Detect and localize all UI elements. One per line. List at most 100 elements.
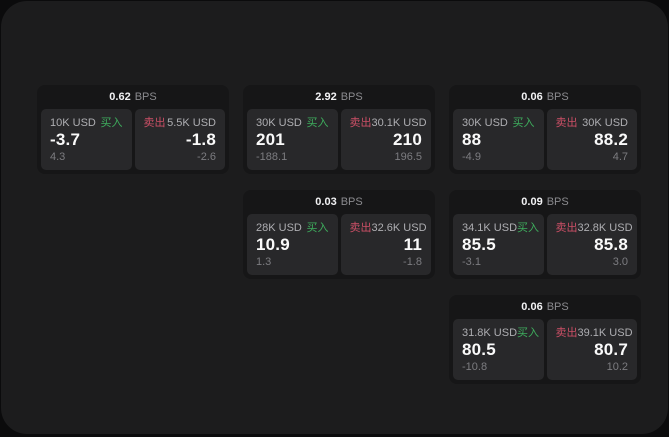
sell-amount: 32.6K USD <box>371 222 427 234</box>
buy-tile[interactable]: 34.1K USD 买入 85.5 -3.1 <box>453 214 544 275</box>
sell-secondary-value: 10.2 <box>606 361 628 373</box>
quote-card: 2.92 BPS 30K USD 买入 201 -188.1 卖出 30.1K … <box>243 85 435 174</box>
sell-tile[interactable]: 卖出 30K USD 88.2 4.7 <box>546 109 637 170</box>
card-header: 0.62 BPS <box>41 85 225 109</box>
buy-price: 10.9 <box>256 235 290 254</box>
sell-secondary-value: 196.5 <box>394 151 422 163</box>
buy-price: -3.7 <box>50 130 81 149</box>
sell-amount: 39.1K USD <box>577 327 633 339</box>
card-header: 0.03 BPS <box>247 190 431 214</box>
card-header: 0.06 BPS <box>453 85 637 109</box>
buy-tile-header: 30K USD 买入 <box>256 117 329 129</box>
sell-tile-header: 卖出 32.8K USD <box>556 222 633 234</box>
quote-tiles: 31.8K USD 买入 80.5 -10.8 卖出 39.1K USD 80.… <box>453 319 637 380</box>
sell-price: -1.8 <box>185 130 216 149</box>
buy-amount: 31.8K USD <box>462 327 518 339</box>
card-header: 2.92 BPS <box>247 85 431 109</box>
sell-amount: 30.1K USD <box>371 117 427 129</box>
sell-secondary-value: 4.7 <box>612 151 628 163</box>
buy-price: 88 <box>462 130 482 149</box>
buy-side-label: 买入 <box>306 222 329 234</box>
sell-amount: 30K USD <box>582 117 628 129</box>
bps-unit-label: BPS <box>546 196 569 208</box>
bps-value: 0.62 <box>109 91 131 103</box>
sell-price: 210 <box>393 130 422 149</box>
sell-price: 88.2 <box>594 130 628 149</box>
sell-tile[interactable]: 卖出 32.6K USD 11 -1.8 <box>340 214 431 275</box>
buy-tile[interactable]: 10K USD 买入 -3.7 4.3 <box>41 109 132 170</box>
sell-tile[interactable]: 卖出 39.1K USD 80.7 10.2 <box>546 319 637 380</box>
sell-tile-header: 卖出 39.1K USD <box>555 327 633 339</box>
buy-side-label: 买入 <box>100 117 123 129</box>
buy-side-label: 买入 <box>517 327 540 339</box>
buy-secondary-value: -3.1 <box>462 256 481 268</box>
quote-tiles: 28K USD 买入 10.9 1.3 卖出 32.6K USD 11 -1.8 <box>247 214 431 275</box>
buy-tile[interactable]: 30K USD 买入 201 -188.1 <box>247 109 338 170</box>
buy-tile[interactable]: 30K USD 买入 88 -4.9 <box>453 109 544 170</box>
sell-side-label: 卖出 <box>555 117 578 129</box>
bps-value: 0.06 <box>521 301 543 313</box>
sell-tile[interactable]: 卖出 5.5K USD -1.8 -2.6 <box>134 109 225 170</box>
buy-tile-header: 28K USD 买入 <box>256 222 329 234</box>
bps-value: 0.09 <box>521 196 543 208</box>
quote-card: 0.06 BPS 31.8K USD 买入 80.5 -10.8 卖出 39.1… <box>449 295 641 384</box>
bps-value: 0.03 <box>315 196 337 208</box>
sell-tile[interactable]: 卖出 32.8K USD 85.8 3.0 <box>546 214 637 275</box>
quote-tiles: 34.1K USD 买入 85.5 -3.1 卖出 32.8K USD 85.8… <box>453 214 637 275</box>
sell-secondary-value: -2.6 <box>197 151 216 163</box>
bps-unit-label: BPS <box>340 91 363 103</box>
bps-unit-label: BPS <box>340 196 363 208</box>
card-header: 0.06 BPS <box>453 295 637 319</box>
buy-tile-header: 30K USD 买入 <box>462 117 535 129</box>
sell-side-label: 卖出 <box>349 222 372 234</box>
buy-tile[interactable]: 28K USD 买入 10.9 1.3 <box>247 214 338 275</box>
sell-price: 85.8 <box>594 235 628 254</box>
quote-card: 0.09 BPS 34.1K USD 买入 85.5 -3.1 卖出 32.8K… <box>449 190 641 279</box>
quote-tiles: 10K USD 买入 -3.7 4.3 卖出 5.5K USD -1.8 -2.… <box>41 109 225 170</box>
sell-tile-header: 卖出 30.1K USD <box>349 117 427 129</box>
buy-tile-header: 31.8K USD 买入 <box>462 327 539 339</box>
buy-side-label: 买入 <box>517 222 540 234</box>
card-header: 0.09 BPS <box>453 190 637 214</box>
buy-tile-header: 10K USD 买入 <box>50 117 123 129</box>
buy-secondary-value: 4.3 <box>50 151 66 163</box>
bps-unit-label: BPS <box>546 301 569 313</box>
sell-side-label: 卖出 <box>555 327 578 339</box>
bps-unit-label: BPS <box>134 91 157 103</box>
sell-secondary-value: 3.0 <box>612 256 628 268</box>
buy-secondary-value: -10.8 <box>462 361 488 373</box>
quote-tiles: 30K USD 买入 201 -188.1 卖出 30.1K USD 210 1… <box>247 109 431 170</box>
quote-card: 0.06 BPS 30K USD 买入 88 -4.9 卖出 30K USD 8… <box>449 85 641 174</box>
sell-amount: 32.8K USD <box>577 222 633 234</box>
buy-price: 201 <box>256 130 285 149</box>
sell-amount: 5.5K USD <box>167 117 216 129</box>
quotes-grid: 0.62 BPS 10K USD 买入 -3.7 4.3 卖出 5.5K USD… <box>37 85 641 384</box>
quote-card: 0.03 BPS 28K USD 买入 10.9 1.3 卖出 32.6K US… <box>243 190 435 279</box>
buy-price: 85.5 <box>462 235 496 254</box>
buy-tile[interactable]: 31.8K USD 买入 80.5 -10.8 <box>453 319 544 380</box>
buy-secondary-value: -188.1 <box>256 151 288 163</box>
buy-side-label: 买入 <box>306 117 329 129</box>
quote-card: 0.62 BPS 10K USD 买入 -3.7 4.3 卖出 5.5K USD… <box>37 85 229 174</box>
buy-amount: 30K USD <box>256 117 302 129</box>
sell-tile-header: 卖出 32.6K USD <box>349 222 427 234</box>
sell-secondary-value: -1.8 <box>403 256 422 268</box>
bps-value: 2.92 <box>315 91 337 103</box>
buy-secondary-value: 1.3 <box>256 256 272 268</box>
buy-side-label: 买入 <box>512 117 535 129</box>
sell-tile-header: 卖出 5.5K USD <box>144 117 217 129</box>
sell-tile-header: 卖出 30K USD <box>556 117 629 129</box>
sell-price: 80.7 <box>594 340 628 359</box>
quote-tiles: 30K USD 买入 88 -4.9 卖出 30K USD 88.2 4.7 <box>453 109 637 170</box>
buy-amount: 28K USD <box>256 222 302 234</box>
buy-amount: 34.1K USD <box>462 222 518 234</box>
sell-side-label: 卖出 <box>143 117 166 129</box>
sell-tile[interactable]: 卖出 30.1K USD 210 196.5 <box>340 109 431 170</box>
bps-value: 0.06 <box>521 91 543 103</box>
sell-side-label: 卖出 <box>349 117 372 129</box>
buy-price: 80.5 <box>462 340 496 359</box>
bps-unit-label: BPS <box>546 91 569 103</box>
buy-amount: 30K USD <box>462 117 508 129</box>
